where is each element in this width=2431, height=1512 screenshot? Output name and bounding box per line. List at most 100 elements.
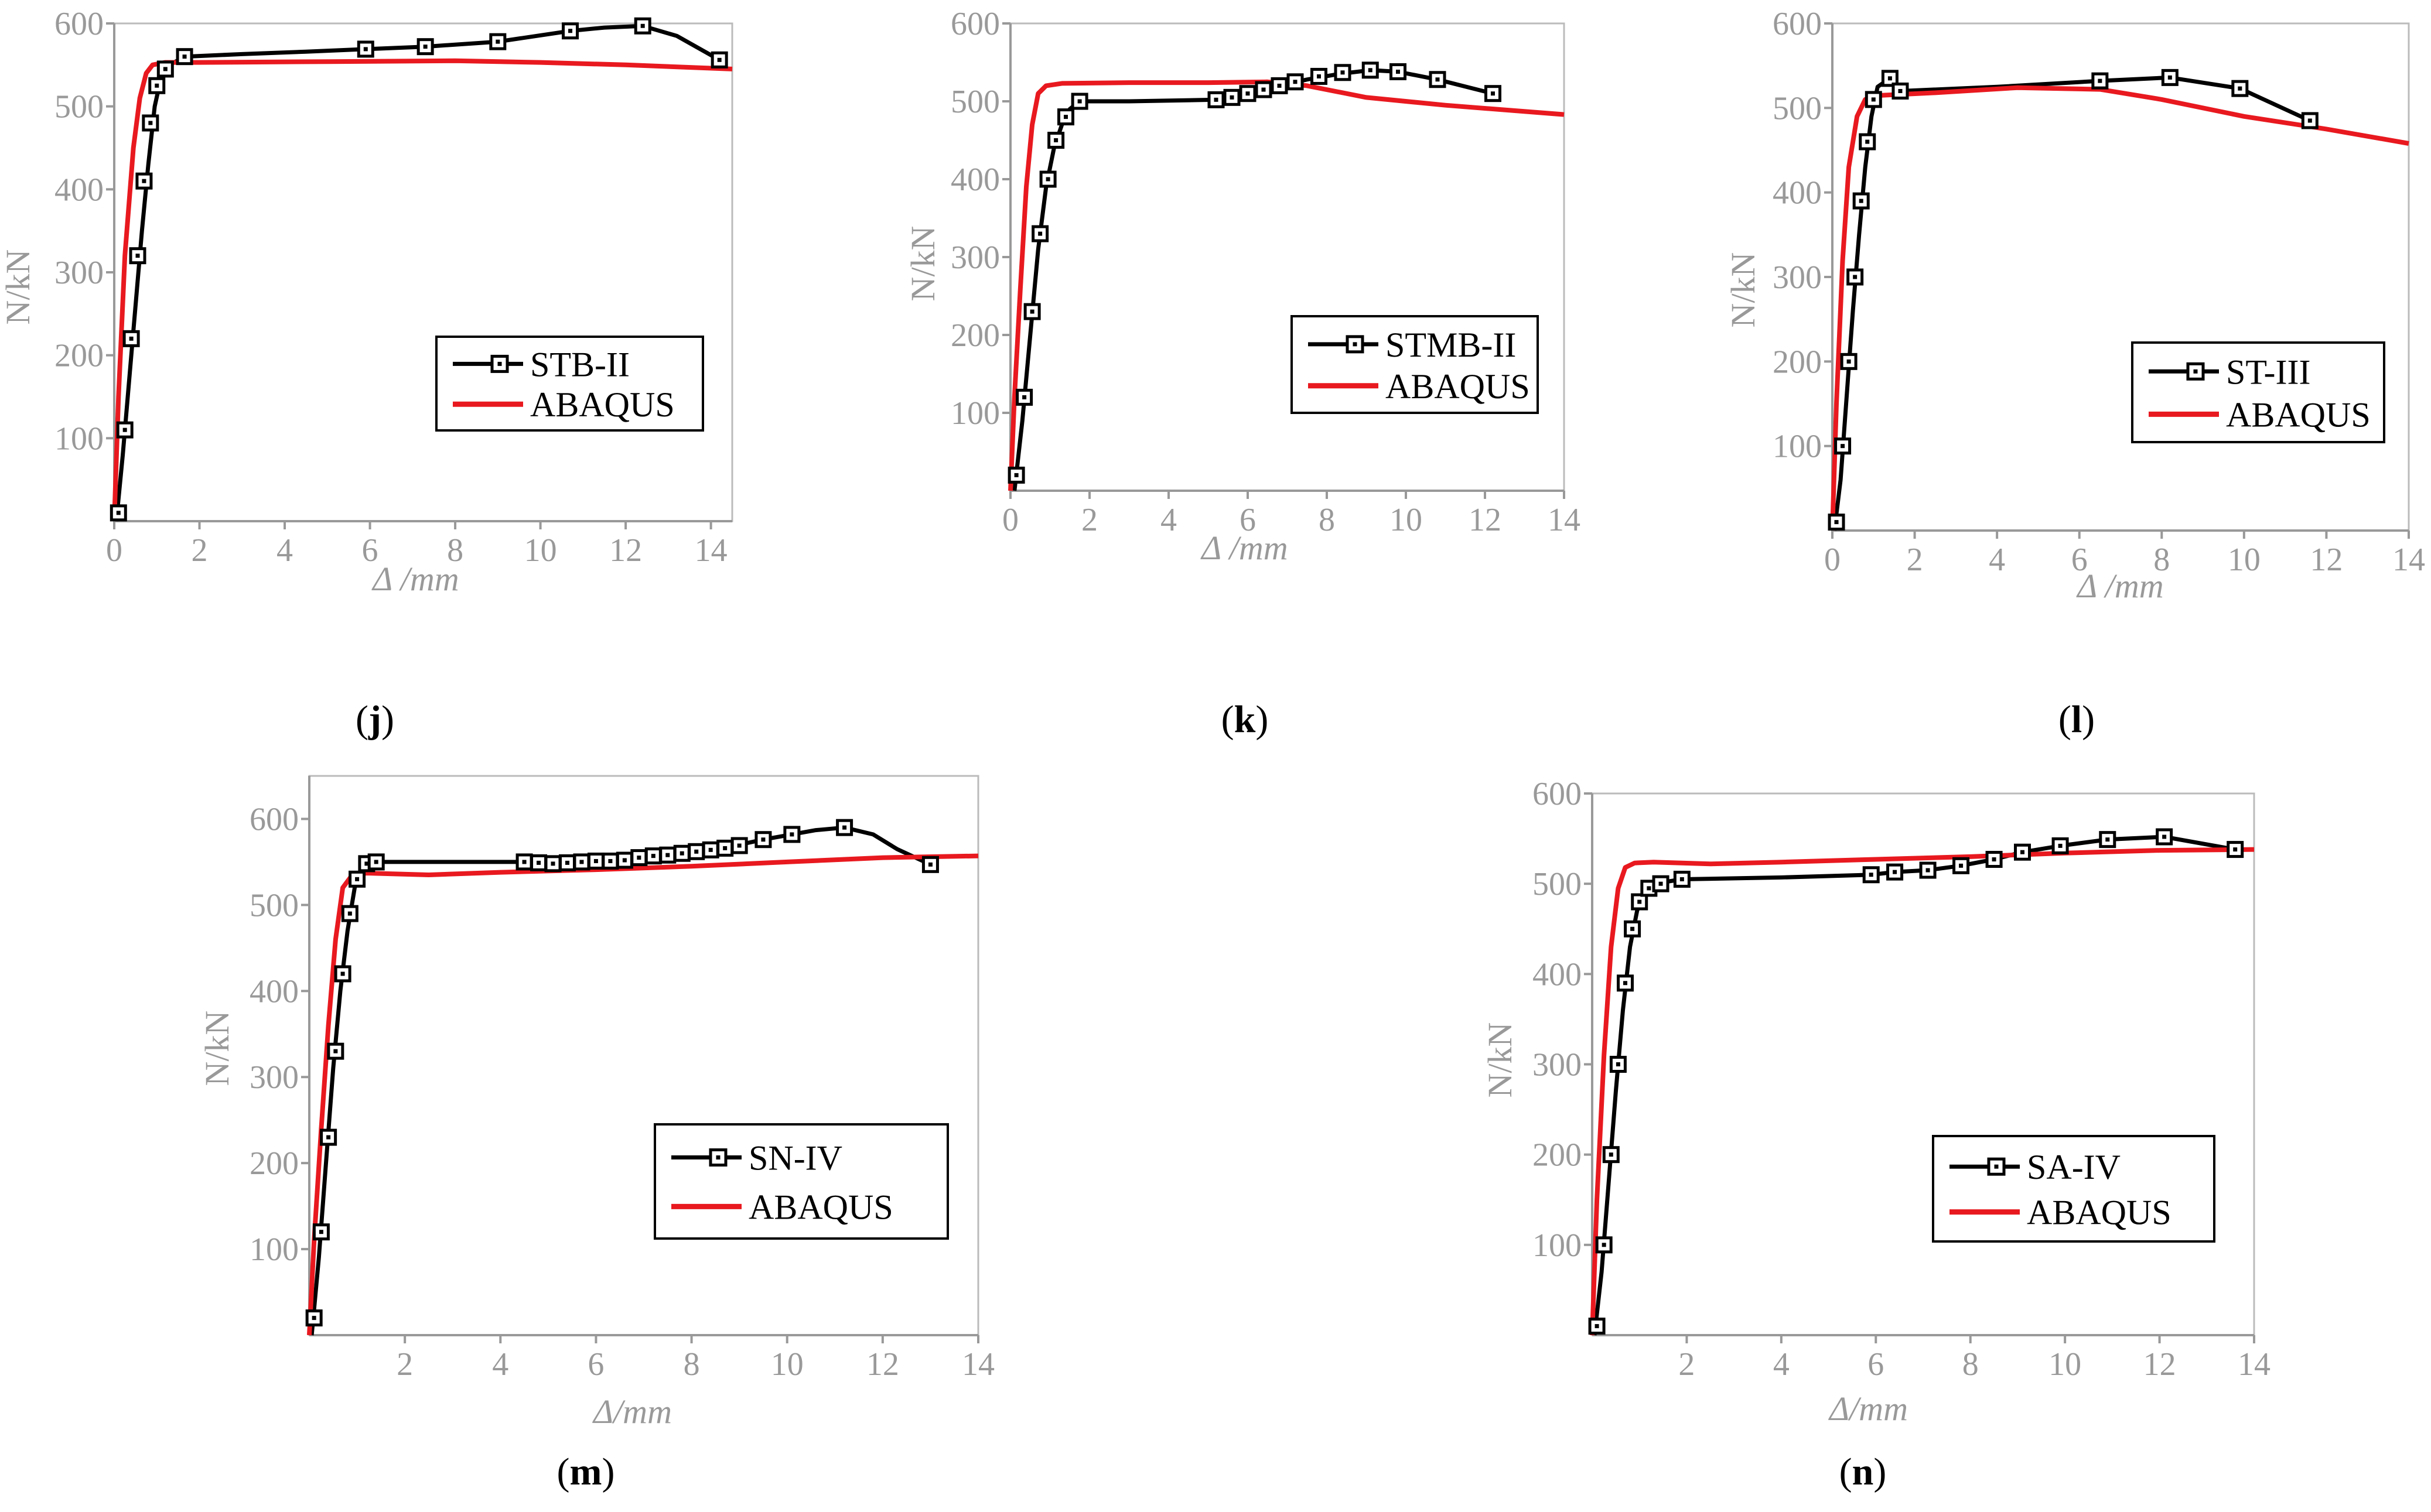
x-tick-label: 6: [2071, 542, 2088, 578]
series-marker: [341, 905, 358, 922]
y-tick-label: 400: [1773, 175, 1822, 211]
legend-marker: [490, 354, 509, 373]
series-marker: [116, 421, 134, 439]
y-tick-label: 500: [1532, 866, 1582, 902]
x-tick-label: 14: [1548, 502, 1580, 538]
legend-marker: [2186, 362, 2205, 381]
series-line-abaqus: [1008, 79, 1565, 491]
chart-panel-m: 2 4 6 8 10 12 14 100 200 300 400 500 600 Δ/mm N/kN SN-I…: [198, 775, 995, 1493]
series-line-experiment: [1012, 68, 1494, 491]
y-tick-label: 500: [951, 84, 1000, 120]
series-marker: [1828, 514, 1845, 531]
y-tick-label: 300: [951, 240, 1000, 276]
y-tick-label: 400: [951, 162, 1000, 198]
series-marker: [1361, 61, 1379, 79]
legend-marker: [1346, 335, 1364, 354]
series-marker: [1617, 974, 1634, 992]
y-axis-label: N/kN: [0, 249, 37, 325]
legend-label-abaqus: ABAQUS: [530, 385, 675, 424]
y-tick-label: 200: [250, 1145, 299, 1182]
x-tick-label: 2: [192, 532, 208, 569]
legend-label-experiment: STMB-II: [1385, 326, 1516, 364]
series-line-abaqus: [1590, 847, 2255, 1336]
x-axis-label: Δ /mm: [371, 560, 459, 598]
x-tick-label: 8: [1962, 1346, 1979, 1383]
series-marker: [1071, 93, 1088, 110]
series-marker: [921, 856, 939, 873]
x-tick-label: 2: [1907, 542, 1923, 578]
y-tick-label: 100: [54, 420, 104, 457]
x-tick-label: 14: [2238, 1346, 2270, 1383]
series-line-experiment: [114, 23, 721, 522]
y-tick-label: 600: [54, 6, 104, 42]
x-tick-label: 2: [1081, 502, 1098, 538]
x-tick-label: 12: [609, 532, 642, 569]
x-tick-label: 10: [524, 532, 557, 569]
y-axis-label: N/kN: [904, 226, 942, 302]
y-tick-label: 600: [1532, 776, 1582, 812]
legend-box: [435, 336, 704, 432]
x-tick-label: 8: [1319, 502, 1335, 538]
x-tick-label: 0: [1002, 502, 1019, 538]
y-tick-label: 400: [250, 973, 299, 1010]
y-tick-label: 200: [1532, 1137, 1582, 1174]
series-line-abaqus: [112, 58, 733, 522]
y-tick-label: 100: [951, 395, 1000, 432]
x-axis-label: Δ /mm: [1200, 529, 1288, 567]
series-marker: [1286, 73, 1304, 91]
series-marker: [1862, 866, 1880, 884]
x-tick-label: 8: [684, 1346, 700, 1383]
x-tick-label: 14: [2392, 542, 2425, 578]
panel-label-k: (k): [1221, 698, 1269, 741]
y-tick-label: 600: [250, 801, 299, 837]
y-tick-label: 600: [1773, 6, 1822, 42]
x-tick-label: 0: [106, 532, 122, 569]
series-marker: [1389, 63, 1406, 80]
x-tick-label: 6: [1240, 502, 1256, 538]
x-tick-label: 4: [1773, 1346, 1790, 1383]
y-tick-label: 400: [54, 172, 104, 208]
chart-panel-l: 0 2 4 6 8 10 12 14 100 200 300 400 500 600 Δ /mm N/kN ST…: [1724, 6, 2425, 741]
y-tick-label: 500: [54, 89, 104, 125]
x-tick-label: 8: [2153, 542, 2170, 578]
experiment-markers: [1588, 828, 2244, 1335]
y-tick-label: 300: [1532, 1047, 1582, 1083]
legend-label-experiment: ST-III: [2226, 353, 2310, 391]
series-marker: [2161, 69, 2179, 86]
y-axis-label: N/kN: [198, 1011, 236, 1086]
chart-panel-n: 2 4 6 8 10 12 14 100 200 300 400 500 600 Δ/mm N/kN SA-I…: [1481, 776, 2270, 1493]
experiment-markers: [1008, 61, 1501, 484]
x-tick-label: 10: [2048, 1346, 2081, 1383]
plot-frame: [1831, 22, 2410, 532]
series-line-experiment: [1832, 75, 2311, 531]
y-tick-label: 100: [1773, 429, 1822, 465]
legend-label-abaqus: ABAQUS: [2027, 1193, 2171, 1232]
y-tick-label: 400: [1532, 956, 1582, 993]
legend-label-abaqus: ABAQUS: [749, 1188, 893, 1226]
series-line-experiment: [1592, 834, 2236, 1336]
plot-frame: [113, 22, 733, 522]
x-tick-label: 10: [1389, 502, 1422, 538]
y-tick-label: 100: [1532, 1227, 1582, 1264]
x-tick-label: 4: [276, 532, 293, 569]
y-axis-label: N/kN: [1481, 1022, 1519, 1098]
legend-box: [654, 1123, 949, 1240]
x-tick-label: 4: [492, 1346, 508, 1383]
x-tick-label: 12: [1469, 502, 1501, 538]
legend-box: [1290, 315, 1539, 414]
series-marker: [1985, 851, 2003, 868]
legend-box: [2131, 341, 2385, 443]
y-tick-label: 200: [1773, 344, 1822, 380]
x-tick-label: 10: [771, 1346, 804, 1383]
y-tick-label: 100: [250, 1232, 299, 1268]
experiment-markers: [305, 819, 939, 1327]
experiment-markers: [1828, 69, 2319, 531]
legend-label-abaqus: ABAQUS: [2226, 395, 2371, 434]
x-tick-label: 4: [1989, 542, 2005, 578]
series-marker: [1673, 870, 1691, 888]
legend-label-experiment: STB-II: [530, 345, 630, 384]
series-marker: [357, 40, 374, 58]
